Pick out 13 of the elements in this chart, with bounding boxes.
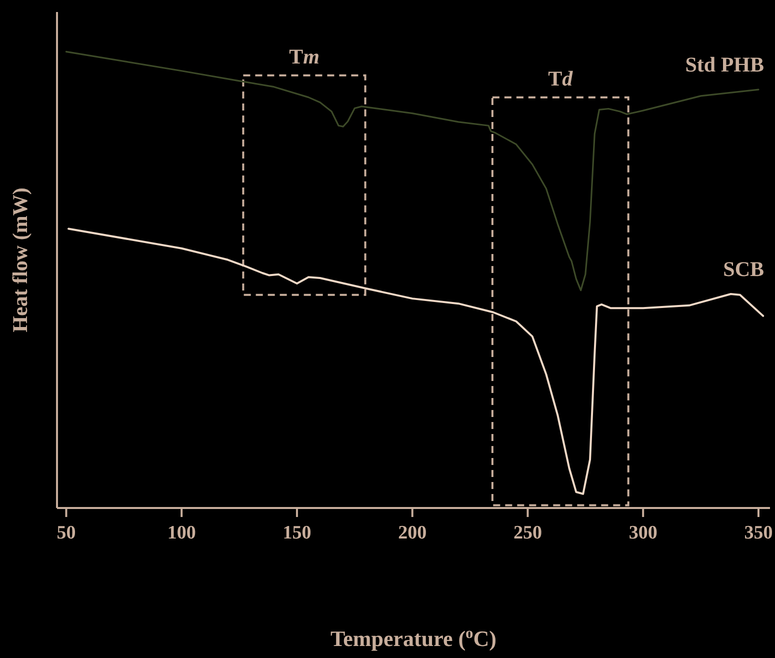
x-tick-label: 250 (513, 522, 542, 544)
x-tick-label: 100 (167, 522, 196, 544)
band-label: Tm (289, 44, 320, 68)
y-axis-title: Heat flow (mW) (8, 188, 32, 332)
series-label: SCB (723, 256, 764, 281)
x-axis-title: Temperature ($^{o}$C) (330, 624, 496, 651)
band-label: Td (548, 66, 574, 90)
x-tick-label: 50 (56, 522, 76, 544)
x-tick-label: 350 (744, 522, 773, 544)
series-label: Std PHB (685, 52, 764, 77)
x-tick-label: 200 (398, 522, 427, 544)
x-tick-label: 300 (628, 522, 658, 544)
x-tick-label: 150 (282, 522, 312, 544)
